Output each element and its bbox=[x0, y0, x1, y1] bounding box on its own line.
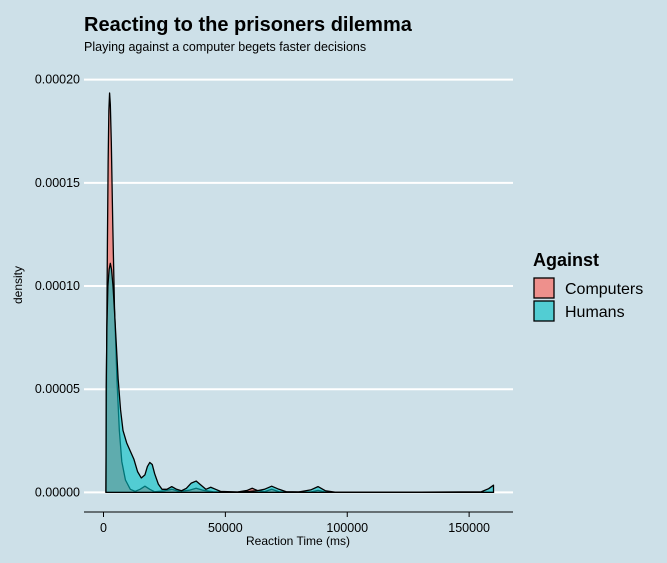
x-tick-label: 150000 bbox=[448, 521, 490, 535]
legend-swatch bbox=[533, 300, 555, 322]
legend-swatch bbox=[533, 277, 555, 299]
legend-item-computers: Computers bbox=[533, 277, 643, 299]
y-axis-label: density bbox=[11, 266, 25, 304]
x-axis-label: Reaction Time (ms) bbox=[246, 534, 350, 548]
density-area-humans bbox=[105, 262, 495, 494]
legend-title: Against bbox=[533, 250, 599, 270]
x-tick-label: 100000 bbox=[326, 521, 368, 535]
density-areas bbox=[105, 92, 495, 494]
x-tick-label: 50000 bbox=[208, 521, 243, 535]
y-tick-label: 0.00005 bbox=[35, 382, 80, 396]
legend: Against Computers Humans bbox=[533, 250, 643, 322]
legend-item-humans: Humans bbox=[533, 300, 625, 322]
legend-label: Humans bbox=[565, 304, 625, 321]
chart-title: Reacting to the prisoners dilemma bbox=[84, 14, 413, 36]
chart-subtitle: Playing against a computer begets faster… bbox=[84, 40, 366, 54]
axes: 0.00000 0.00005 0.00010 0.00015 0.00020 0 5000… bbox=[35, 73, 513, 535]
y-tick-label: 0.00020 bbox=[35, 73, 80, 87]
x-tick-label: 0 bbox=[100, 521, 107, 535]
y-tick-label: 0.00010 bbox=[35, 279, 80, 293]
legend-items: Computers Humans bbox=[533, 277, 643, 322]
y-tick-label: 0.00015 bbox=[35, 176, 80, 190]
y-tick-label: 0.00000 bbox=[35, 485, 80, 499]
density-area-computers bbox=[105, 92, 495, 494]
legend-label: Computers bbox=[565, 281, 643, 298]
grid-lines bbox=[84, 78, 513, 494]
